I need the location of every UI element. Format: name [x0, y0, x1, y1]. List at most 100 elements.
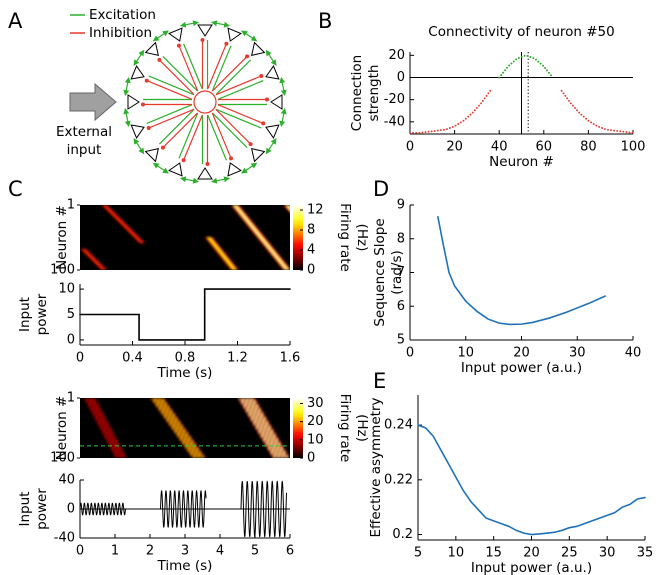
x-tick-label: 20	[523, 546, 540, 561]
y-tick-label: 20	[388, 48, 405, 63]
x-tick-label: 1.6	[280, 351, 301, 366]
neuron	[251, 148, 266, 163]
colorbar-tick-label: 0	[307, 263, 315, 278]
neighbor-link	[133, 138, 145, 155]
neuron	[144, 148, 159, 163]
colorbar-tick-label: 8	[307, 223, 315, 238]
inhibitory-link	[212, 55, 248, 92]
inhibitory-synapse	[248, 142, 253, 147]
y-tick-label: -40	[384, 114, 405, 129]
inhibitory-synapse	[205, 162, 210, 166]
data-line	[437, 216, 606, 326]
neuron	[270, 94, 283, 110]
x-axis-label: Time (s)	[157, 365, 213, 381]
x-tick-label: 0	[76, 351, 84, 366]
x-tick-label: 40	[625, 346, 642, 361]
inhibitory-pool	[193, 90, 217, 114]
neighbor-link	[210, 176, 231, 184]
data-line	[498, 54, 554, 79]
colorbar	[293, 398, 303, 458]
inhibitory-link	[146, 80, 193, 100]
neuron	[130, 65, 145, 80]
colorbar-label: (Hz)	[354, 224, 370, 252]
x-tick-label: 35	[637, 546, 654, 561]
heatmap-stripes	[80, 205, 290, 270]
y-tick-label: -20	[384, 92, 405, 107]
x-tick-label: 20	[513, 346, 530, 361]
input-label: External	[56, 124, 112, 140]
heatmap-stripes	[83, 398, 290, 458]
inhibitory-link	[215, 109, 252, 145]
y-axis-label: Neuron #	[54, 396, 70, 461]
x-tick-label: 25	[561, 546, 578, 561]
y-tick-label: 8	[397, 231, 405, 246]
colorbar-tick-label: 0	[307, 451, 315, 466]
neighbor-link	[241, 30, 258, 42]
inhibitory-synapse	[265, 97, 269, 102]
neighbor-link	[265, 49, 277, 66]
x-tick-label: 10	[448, 546, 465, 561]
panel-label: B	[318, 9, 332, 33]
y-tick-label: 100	[50, 263, 75, 278]
excitatory-link	[212, 112, 248, 149]
neighbor-link	[179, 20, 200, 28]
inhibitory-link	[162, 112, 198, 149]
x-tick-label: 2	[146, 544, 154, 559]
input-label: input	[67, 142, 102, 158]
x-tick-label: 0.8	[175, 351, 196, 366]
y-tick-label: 0.22	[384, 472, 413, 487]
legend-label: Excitation	[89, 7, 156, 23]
y-tick-label: 1	[67, 198, 75, 213]
y-tick-label: 6	[397, 299, 405, 314]
x-tick-label: 40	[491, 140, 508, 155]
neighbor-link	[210, 20, 231, 28]
inhibitory-link	[158, 59, 195, 95]
inhibitory-synapse	[259, 73, 264, 78]
inhibitory-synapse	[224, 41, 229, 46]
x-tick-label: 100	[621, 140, 646, 155]
colorbar	[293, 205, 303, 270]
neuron	[168, 27, 183, 42]
neighbor-link	[152, 162, 169, 174]
y-axis-label: Neuron #	[54, 205, 70, 270]
colorbar-label: Firing rate	[337, 394, 353, 463]
inhibitory-synapse	[261, 121, 266, 126]
x-tick-label: 15	[485, 546, 502, 561]
x-tick-label: 4	[216, 544, 224, 559]
y-tick-label: 5	[67, 307, 75, 322]
x-tick-label: 0	[76, 544, 84, 559]
data-line	[560, 89, 634, 134]
panel-label: D	[373, 177, 389, 201]
data-line	[417, 424, 646, 536]
x-axis-label: Neuron #	[489, 154, 554, 170]
heatmap-layer	[80, 205, 290, 270]
input-arrow	[69, 82, 117, 122]
x-tick-label: 5	[414, 546, 422, 561]
chart-title: Connectivity of neuron #50	[428, 24, 614, 40]
x-tick-label: 0	[406, 140, 414, 155]
inhibitory-synapse	[141, 102, 145, 107]
x-tick-label: 80	[580, 140, 597, 155]
y-tick-label: 7	[397, 265, 405, 280]
input-burst	[79, 502, 126, 516]
x-tick-label: 0.4	[122, 351, 143, 366]
inhibitory-synapse	[176, 43, 181, 48]
y-tick-label: 9	[397, 198, 405, 213]
x-tick-label: 1	[111, 544, 119, 559]
y-axis-label: strength	[366, 65, 382, 122]
x-tick-label: 30	[569, 346, 586, 361]
neuron	[251, 41, 266, 56]
x-axis-label: Input power (a.u.)	[471, 560, 592, 575]
inhibitory-synapse	[144, 78, 149, 83]
activity-stripe-peak	[286, 205, 290, 210]
activity-band-texture	[238, 398, 289, 458]
excitatory-link	[217, 80, 264, 100]
neighbor-link	[279, 76, 287, 97]
y-tick-label: 0.2	[392, 527, 413, 542]
neuron	[197, 24, 213, 37]
excitatory-link	[158, 109, 195, 145]
panel-label: E	[373, 369, 386, 393]
input-burst	[160, 490, 207, 528]
inhibitory-synapse	[181, 158, 186, 163]
